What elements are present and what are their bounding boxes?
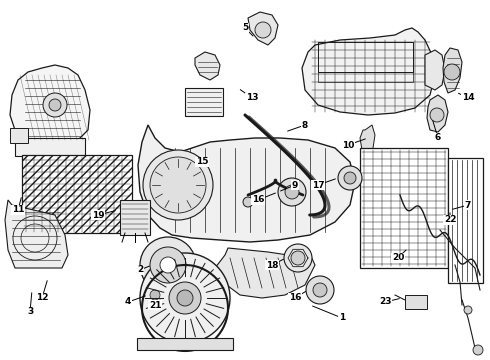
Circle shape [313, 283, 327, 297]
Text: 21: 21 [149, 301, 161, 310]
Text: 10: 10 [342, 140, 354, 149]
Text: 19: 19 [92, 211, 104, 220]
Text: 11: 11 [12, 206, 24, 215]
Bar [137, 338, 233, 350]
Bar [405, 295, 427, 309]
Circle shape [291, 251, 305, 265]
Text: 13: 13 [246, 94, 258, 103]
Circle shape [49, 99, 61, 111]
Bar [318, 42, 413, 72]
Text: 2: 2 [137, 266, 143, 274]
Text: 16: 16 [252, 195, 264, 204]
Circle shape [150, 247, 186, 283]
Polygon shape [195, 52, 220, 80]
Circle shape [243, 197, 253, 207]
Circle shape [160, 257, 176, 273]
Circle shape [306, 276, 334, 304]
Bar [318, 72, 413, 82]
Polygon shape [443, 48, 462, 93]
Text: 18: 18 [266, 261, 278, 270]
Text: 1: 1 [339, 314, 345, 323]
Text: 5: 5 [242, 23, 248, 32]
Circle shape [464, 306, 472, 314]
Text: 4: 4 [125, 297, 131, 306]
Circle shape [150, 157, 206, 213]
Bar [15, 138, 85, 156]
Circle shape [43, 93, 67, 117]
Circle shape [285, 185, 299, 199]
Text: 6: 6 [435, 134, 441, 143]
Polygon shape [215, 248, 315, 298]
Circle shape [473, 345, 483, 355]
Text: 20: 20 [392, 253, 404, 262]
Bar [10, 128, 28, 143]
Text: 8: 8 [302, 121, 308, 130]
Polygon shape [138, 125, 355, 242]
Bar [448, 158, 483, 283]
Bar [360, 148, 448, 268]
Circle shape [146, 286, 164, 304]
Text: 7: 7 [465, 201, 471, 210]
Circle shape [338, 166, 362, 190]
Circle shape [150, 290, 160, 300]
Polygon shape [10, 65, 90, 145]
Text: 12: 12 [36, 293, 48, 302]
Circle shape [444, 64, 460, 80]
Circle shape [284, 244, 312, 272]
Text: 17: 17 [312, 180, 324, 189]
Bar [185, 88, 223, 116]
Circle shape [177, 290, 193, 306]
Bar [22, 155, 132, 233]
Text: 9: 9 [292, 180, 298, 189]
Text: 23: 23 [379, 297, 391, 306]
Circle shape [255, 22, 271, 38]
Polygon shape [360, 125, 375, 155]
Circle shape [278, 178, 306, 206]
Text: 16: 16 [289, 293, 301, 302]
Bar [120, 200, 150, 235]
Polygon shape [5, 200, 68, 268]
Text: 14: 14 [462, 94, 474, 103]
Text: 3: 3 [27, 307, 33, 316]
Circle shape [140, 253, 230, 343]
Circle shape [169, 282, 201, 314]
Polygon shape [302, 28, 435, 115]
Circle shape [430, 108, 444, 122]
Polygon shape [425, 50, 445, 90]
Circle shape [344, 172, 356, 184]
Polygon shape [248, 12, 278, 45]
Circle shape [143, 150, 213, 220]
Circle shape [140, 237, 196, 293]
Text: 15: 15 [196, 158, 208, 166]
Polygon shape [427, 95, 448, 132]
Text: 22: 22 [444, 216, 456, 225]
